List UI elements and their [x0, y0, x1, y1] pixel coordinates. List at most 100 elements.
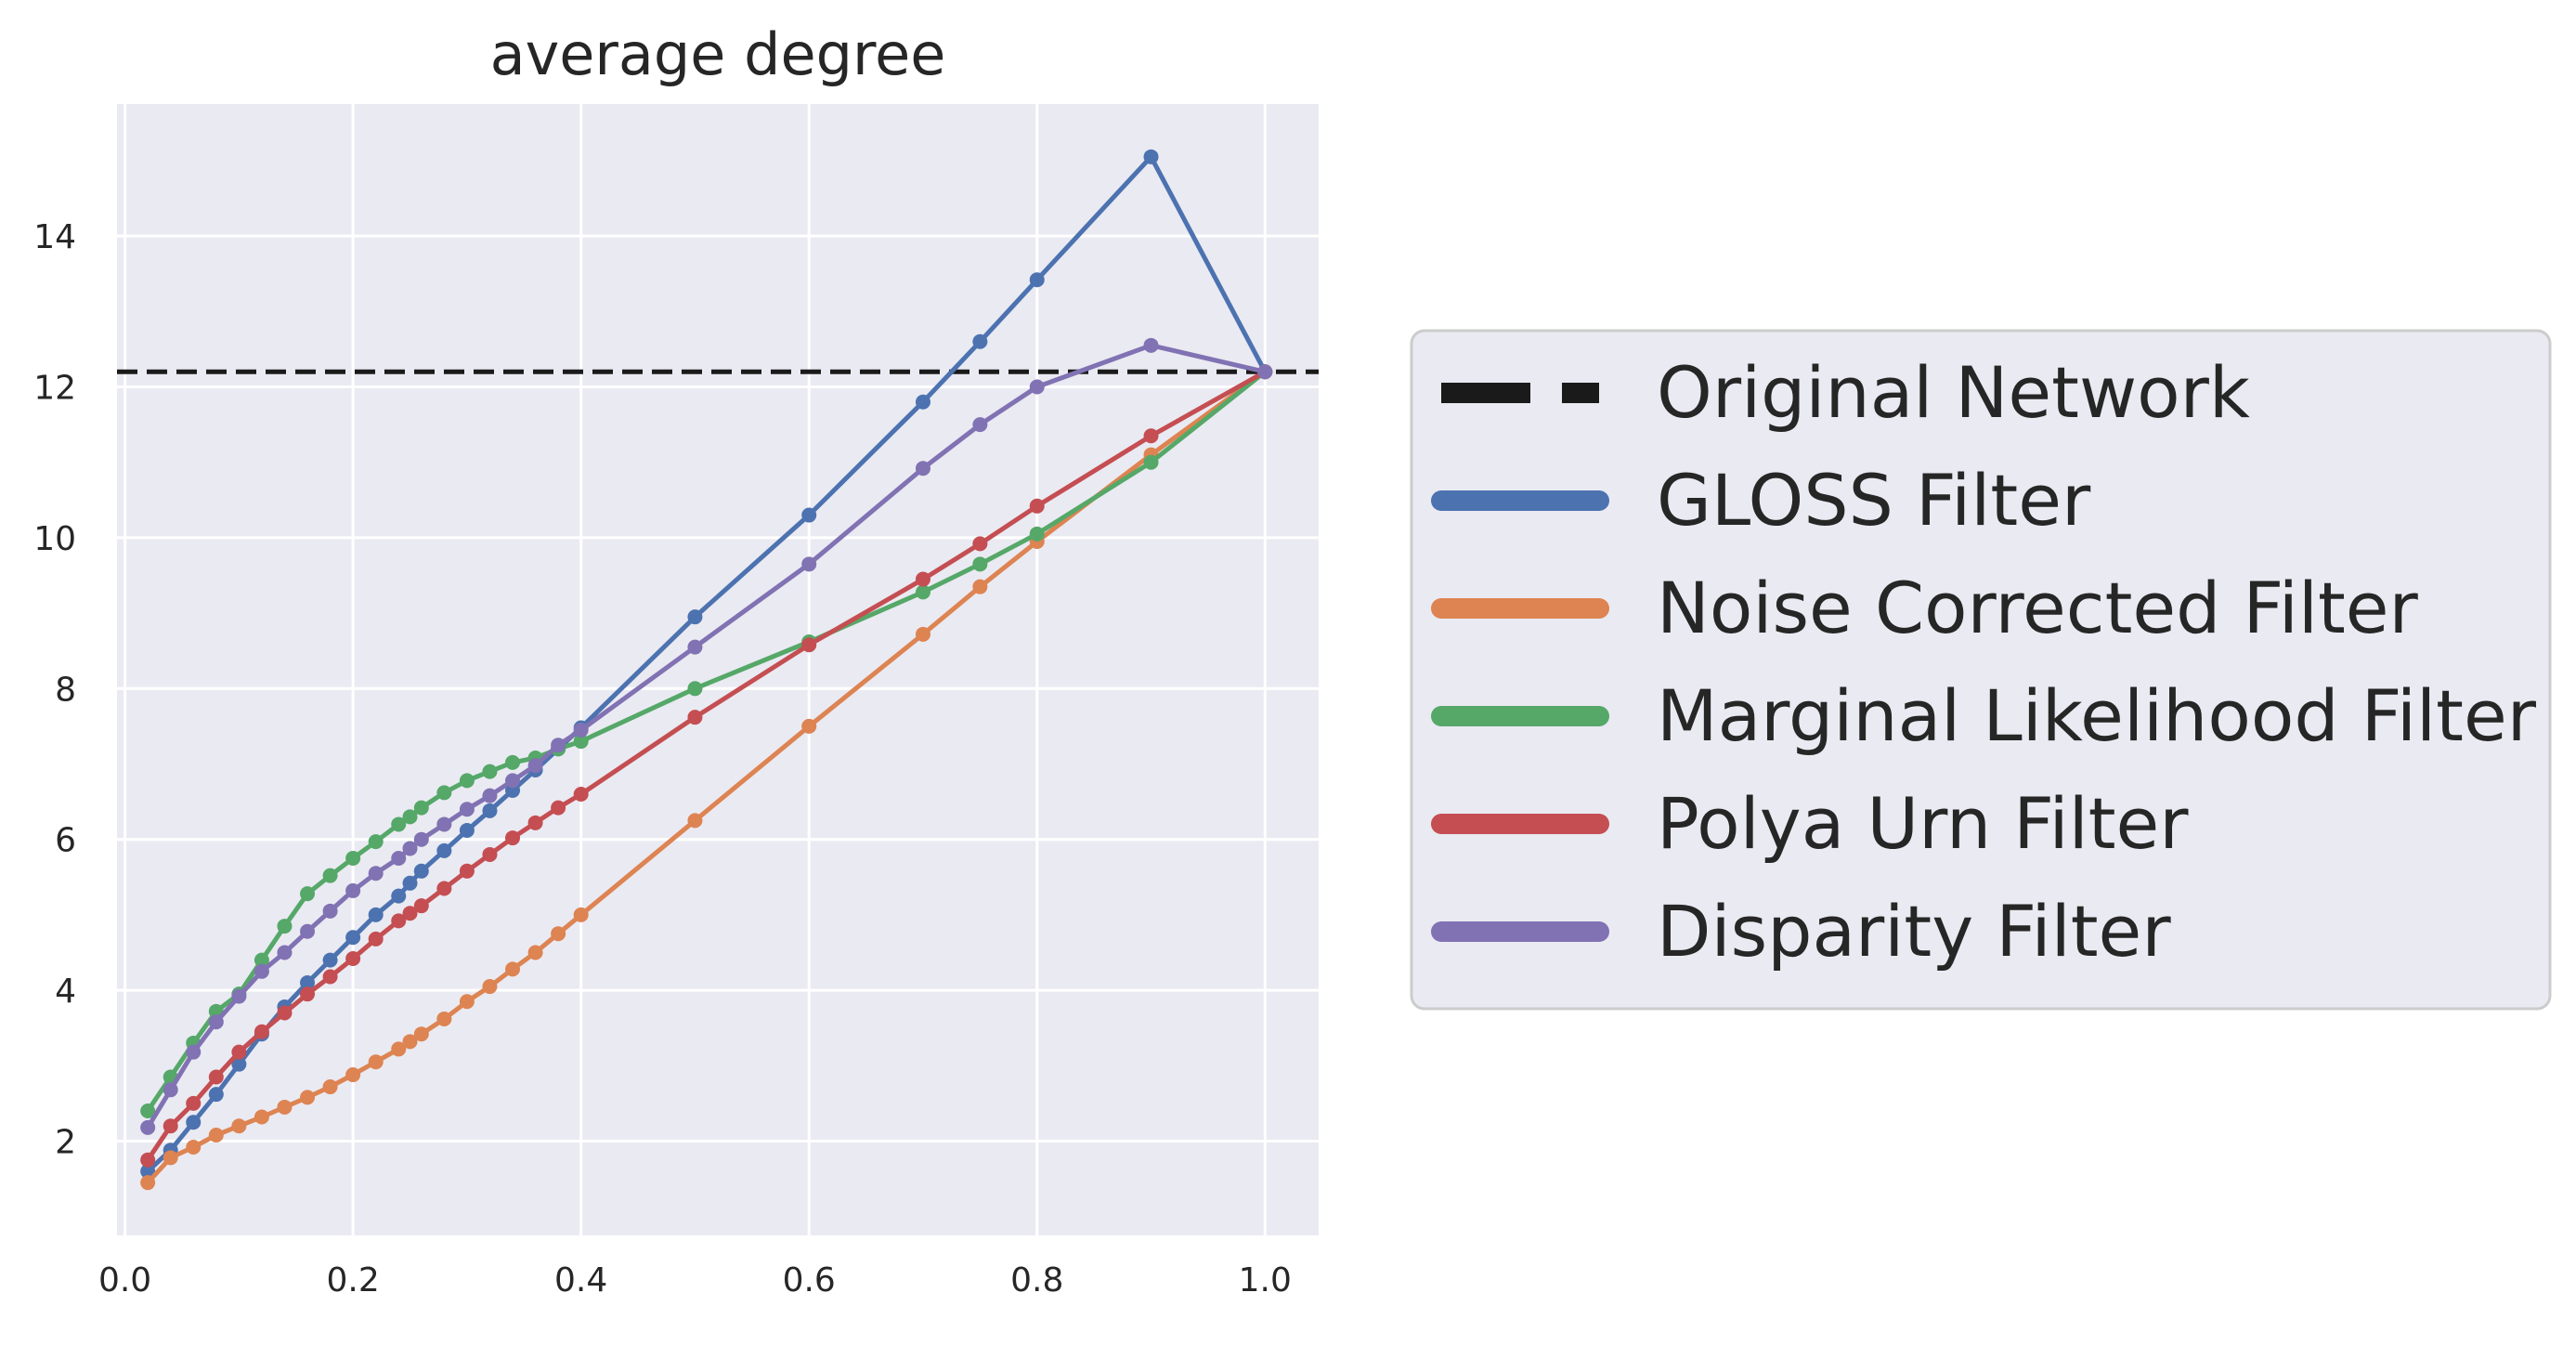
noise-corrected-filter-point	[402, 1034, 418, 1050]
gloss-filter-line	[146, 154, 1268, 1173]
noise-corrected-filter-point	[436, 1011, 452, 1026]
disparity-filter-point	[300, 923, 316, 939]
polya-urn-filter-point	[345, 950, 361, 966]
x-tick-label: 0.0	[98, 1261, 151, 1299]
marginal-likelihood-filter-point	[915, 584, 930, 600]
y-tick-label: 12	[33, 370, 76, 408]
marginal-likelihood-filter-point	[345, 851, 361, 866]
gloss-filter-point	[413, 863, 429, 879]
polya-urn-filter-point	[254, 1024, 269, 1039]
grid	[117, 104, 1319, 1235]
gloss-filter-point	[368, 907, 384, 922]
marginal-likelihood-filter-point	[1143, 454, 1159, 470]
noise-corrected-filter-line	[146, 370, 1267, 1184]
polya-urn-filter-point	[505, 830, 521, 846]
legend-label-gloss-filter: GLOSS Filter	[1657, 459, 2091, 542]
noise-corrected-filter-point	[459, 994, 475, 1010]
gloss-filter-point	[915, 394, 930, 410]
gloss-filter-point	[186, 1115, 202, 1130]
x-tick-label: 0.2	[327, 1261, 380, 1299]
disparity-filter-line	[145, 343, 1266, 1130]
disparity-filter-point	[186, 1044, 202, 1060]
noise-corrected-filter-series	[140, 364, 1273, 1191]
marginal-likelihood-filter-point	[436, 785, 452, 801]
gloss-filter-point	[208, 1087, 224, 1103]
marginal-likelihood-filter-line	[146, 370, 1267, 1113]
noise-corrected-filter-point	[277, 1099, 293, 1115]
y-tick-label: 8	[55, 671, 76, 709]
disparity-filter-point	[231, 988, 247, 1004]
y-tick-label: 6	[55, 822, 76, 860]
x-axis-ticks: 0.0 0.2 0.4 0.6 0.8 1.0	[98, 1261, 1292, 1299]
gloss-filter-point	[402, 875, 418, 891]
polya-urn-filter-point	[208, 1069, 224, 1085]
chart-title: average degree	[490, 20, 946, 88]
noise-corrected-filter-point	[573, 907, 589, 922]
noise-corrected-filter-point	[551, 926, 566, 942]
marginal-likelihood-filter-point	[402, 809, 418, 825]
disparity-filter-point	[277, 945, 293, 960]
noise-corrected-filter-point	[208, 1128, 224, 1143]
disparity-filter-point	[915, 461, 930, 477]
marginal-likelihood-filter-point	[482, 764, 498, 779]
noise-corrected-filter-point	[801, 718, 817, 734]
gloss-filter-point	[482, 803, 498, 818]
disparity-filter-point	[573, 722, 589, 738]
legend: Original Network GLOSS Filter Noise Correc…	[1410, 329, 2552, 1011]
marginal-likelihood-filter-point	[391, 816, 407, 832]
marginal-likelihood-filter-point	[322, 868, 338, 883]
noise-corrected-filter-point	[140, 1175, 156, 1191]
gloss-filter-point	[459, 822, 475, 838]
disparity-filter-point	[801, 556, 817, 572]
gloss-filter-point	[1143, 149, 1159, 164]
gloss-filter-point	[687, 609, 703, 625]
disparity-filter-point	[402, 841, 418, 856]
noise-corrected-filter-point	[915, 626, 930, 642]
disparity-filter-point	[413, 831, 429, 847]
polya-urn-filter-point	[482, 846, 498, 862]
y-tick-label: 10	[33, 520, 76, 558]
gloss-filter-point	[140, 1163, 156, 1179]
polya-urn-filter-point	[459, 863, 475, 879]
marginal-likelihood-filter-point	[254, 952, 269, 968]
disparity-filter-point	[1029, 379, 1045, 395]
marginal-likelihood-filter-point	[573, 734, 589, 750]
legend-box	[1410, 329, 2552, 1011]
noise-corrected-filter-point	[413, 1026, 429, 1042]
polya-urn-filter-point	[687, 710, 703, 725]
legend-label-noise-corrected-filter: Noise Corrected Filter	[1657, 567, 2419, 649]
x-tick-label: 0.8	[1010, 1261, 1063, 1299]
gloss-filter-point	[436, 842, 452, 858]
disparity-filter-point	[505, 773, 521, 789]
disparity-filter-point	[687, 639, 703, 655]
marginal-likelihood-filter-point	[140, 1103, 156, 1119]
noise-corrected-filter-point	[687, 813, 703, 829]
gloss-filter-point	[801, 507, 817, 523]
noise-corrected-filter-point	[231, 1118, 247, 1134]
y-tick-label: 4	[55, 973, 76, 1011]
noise-corrected-filter-point	[300, 1090, 316, 1105]
polya-urn-filter-point	[391, 913, 407, 929]
disparity-filter-point	[482, 788, 498, 803]
polya-urn-filter-point	[1143, 428, 1159, 444]
disparity-filter-point	[254, 963, 269, 979]
y-tick-label: 14	[33, 218, 76, 256]
gloss-filter-point	[972, 333, 988, 349]
gloss-filter-point	[345, 930, 361, 946]
marginal-likelihood-filter-point	[505, 754, 521, 770]
x-tick-label: 0.4	[554, 1261, 607, 1299]
marginal-likelihood-filter-point	[300, 886, 316, 902]
noise-corrected-filter-point	[527, 945, 543, 960]
x-tick-label: 0.6	[783, 1261, 836, 1299]
noise-corrected-filter-point	[505, 961, 521, 977]
polya-urn-filter-line	[146, 370, 1267, 1162]
polya-urn-filter-point	[801, 637, 817, 653]
polya-urn-filter-series	[140, 364, 1273, 1168]
noise-corrected-filter-point	[368, 1054, 384, 1070]
polya-urn-filter-point	[915, 571, 930, 587]
polya-urn-filter-point	[277, 1005, 293, 1021]
gloss-filter-point	[300, 974, 316, 990]
noise-corrected-filter-point	[482, 979, 498, 995]
polya-urn-filter-point	[1029, 498, 1045, 514]
